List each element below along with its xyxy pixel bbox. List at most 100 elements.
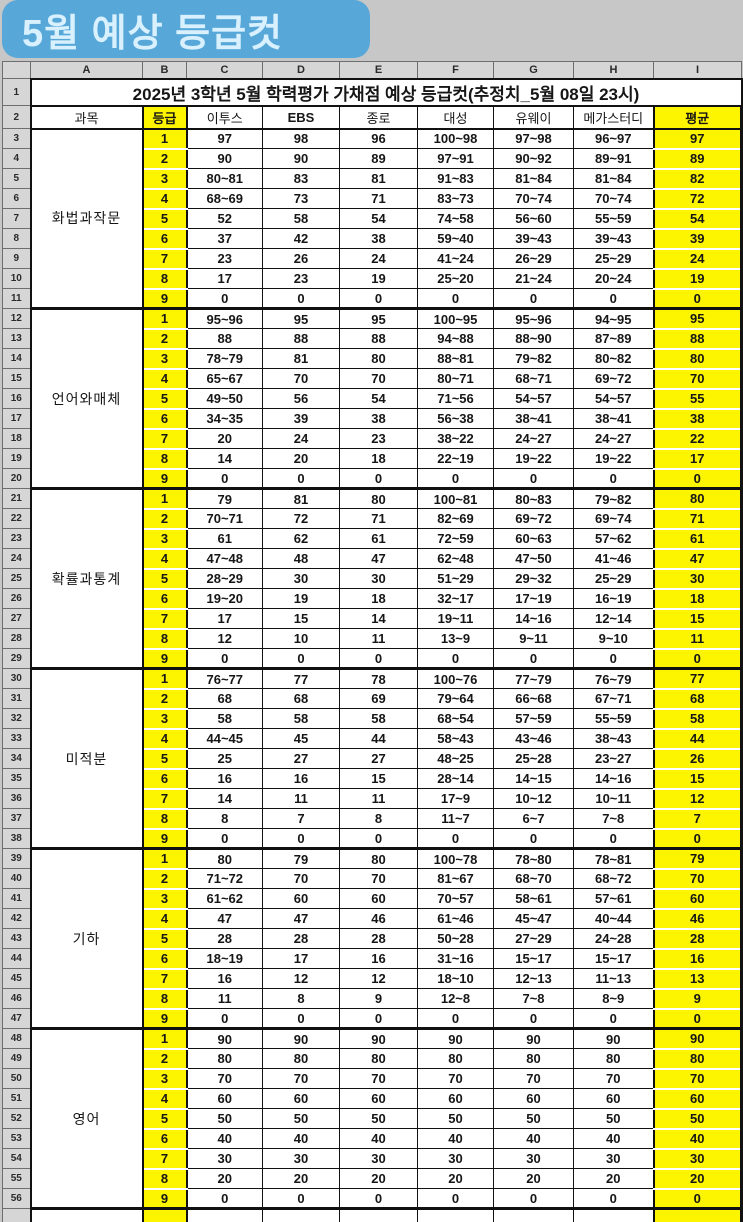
cell-e53[interactable]: 40 xyxy=(339,1128,418,1149)
cell-d32[interactable]: 58 xyxy=(262,708,340,729)
cell-g4[interactable]: 90~92 xyxy=(493,148,574,169)
cell-f29[interactable]: 0 xyxy=(417,648,494,669)
cell-g25[interactable]: 29~32 xyxy=(493,568,574,589)
grade-cell-b7[interactable]: 5 xyxy=(141,207,188,230)
row-header-40[interactable]: 40 xyxy=(2,868,31,889)
subject-cell-language-and-media[interactable]: 언어와매체 xyxy=(29,307,144,490)
cell-h31[interactable]: 67~71 xyxy=(573,688,654,709)
avg-cell-i25[interactable]: 30 xyxy=(652,567,743,590)
cell-e13[interactable]: 88 xyxy=(339,328,418,349)
avg-cell-i56[interactable]: 0 xyxy=(652,1187,743,1210)
row-header-6[interactable]: 6 xyxy=(2,188,31,209)
cell-f41[interactable]: 70~57 xyxy=(417,888,494,909)
row-header-32[interactable]: 32 xyxy=(2,708,31,729)
cell-h35[interactable]: 14~16 xyxy=(573,768,654,789)
avg-cell-i19[interactable]: 17 xyxy=(652,447,743,470)
cell-d22[interactable]: 72 xyxy=(262,508,340,529)
cell-d27[interactable]: 15 xyxy=(262,608,340,629)
cell-partial-5[interactable] xyxy=(573,1207,654,1222)
grade-cell-b53[interactable]: 6 xyxy=(141,1127,188,1150)
cell-d50[interactable]: 70 xyxy=(262,1068,340,1089)
cell-f16[interactable]: 71~56 xyxy=(417,388,494,409)
grade-cell-b11[interactable]: 9 xyxy=(141,287,188,310)
avg-cell-i8[interactable]: 39 xyxy=(652,227,743,250)
grade-cell-b18[interactable]: 7 xyxy=(141,427,188,450)
cell-h56[interactable]: 0 xyxy=(573,1188,654,1209)
cell-c30[interactable]: 76~77 xyxy=(186,667,263,689)
row-header-48[interactable]: 48 xyxy=(2,1028,31,1049)
cell-f51[interactable]: 60 xyxy=(417,1088,494,1109)
cell-h12[interactable]: 94~95 xyxy=(573,307,654,329)
cell-c22[interactable]: 70~71 xyxy=(186,508,263,529)
header-average[interactable]: 평균 xyxy=(652,104,743,130)
cell-g17[interactable]: 38~41 xyxy=(493,408,574,429)
cell-e39[interactable]: 80 xyxy=(339,847,418,869)
cell-f39[interactable]: 100~78 xyxy=(417,847,494,869)
row-header-13[interactable]: 13 xyxy=(2,328,31,349)
avg-cell-i31[interactable]: 68 xyxy=(652,687,743,710)
row-header-42[interactable]: 42 xyxy=(2,908,31,929)
cell-h24[interactable]: 41~46 xyxy=(573,548,654,569)
grade-cell-b47[interactable]: 9 xyxy=(141,1007,188,1030)
grade-cell-b43[interactable]: 5 xyxy=(141,927,188,950)
cell-e46[interactable]: 9 xyxy=(339,988,418,1009)
cell-d11[interactable]: 0 xyxy=(262,288,340,309)
cell-e24[interactable]: 47 xyxy=(339,548,418,569)
cell-f8[interactable]: 59~40 xyxy=(417,228,494,249)
cell-d49[interactable]: 80 xyxy=(262,1048,340,1069)
grade-cell-b54[interactable]: 7 xyxy=(141,1147,188,1170)
avg-cell-partial[interactable] xyxy=(652,1207,743,1222)
cell-c50[interactable]: 70 xyxy=(186,1068,263,1089)
cell-f25[interactable]: 51~29 xyxy=(417,568,494,589)
cell-h44[interactable]: 15~17 xyxy=(573,948,654,969)
cell-d16[interactable]: 56 xyxy=(262,388,340,409)
grade-cell-b27[interactable]: 7 xyxy=(141,607,188,630)
cell-f35[interactable]: 28~14 xyxy=(417,768,494,789)
cell-partial-3[interactable] xyxy=(417,1207,494,1222)
cell-e30[interactable]: 78 xyxy=(339,667,418,689)
cell-e50[interactable]: 70 xyxy=(339,1068,418,1089)
cell-c23[interactable]: 61 xyxy=(186,528,263,549)
cell-f10[interactable]: 25~20 xyxy=(417,268,494,289)
cell-h20[interactable]: 0 xyxy=(573,468,654,489)
cell-d42[interactable]: 47 xyxy=(262,908,340,929)
avg-cell-i53[interactable]: 40 xyxy=(652,1127,743,1150)
cell-c11[interactable]: 0 xyxy=(186,288,263,309)
grade-cell-b48[interactable]: 1 xyxy=(141,1027,188,1050)
grade-cell-b19[interactable]: 8 xyxy=(141,447,188,470)
avg-cell-i48[interactable]: 90 xyxy=(652,1027,743,1050)
avg-cell-i7[interactable]: 54 xyxy=(652,207,743,230)
cell-d18[interactable]: 24 xyxy=(262,428,340,449)
row-header-56[interactable]: 56 xyxy=(2,1188,31,1209)
cell-g22[interactable]: 69~72 xyxy=(493,508,574,529)
cell-g48[interactable]: 90 xyxy=(493,1027,574,1049)
subject-cell-probability-and-statistics[interactable]: 확률과통계 xyxy=(29,487,144,670)
col-header-i[interactable]: I xyxy=(653,61,742,79)
row-header-52[interactable]: 52 xyxy=(2,1108,31,1129)
cell-e16[interactable]: 54 xyxy=(339,388,418,409)
cell-d36[interactable]: 11 xyxy=(262,788,340,809)
avg-cell-i27[interactable]: 15 xyxy=(652,607,743,630)
cell-c39[interactable]: 80 xyxy=(186,847,263,869)
cell-h30[interactable]: 76~79 xyxy=(573,667,654,689)
cell-e21[interactable]: 80 xyxy=(339,487,418,509)
cell-d23[interactable]: 62 xyxy=(262,528,340,549)
avg-cell-i15[interactable]: 70 xyxy=(652,367,743,390)
subject-cell-partial[interactable] xyxy=(29,1207,144,1222)
cell-f14[interactable]: 88~81 xyxy=(417,348,494,369)
cell-c27[interactable]: 17 xyxy=(186,608,263,629)
row-header-5[interactable]: 5 xyxy=(2,168,31,189)
avg-cell-i46[interactable]: 9 xyxy=(652,987,743,1010)
cell-g34[interactable]: 25~28 xyxy=(493,748,574,769)
cell-g53[interactable]: 40 xyxy=(493,1128,574,1149)
cell-g29[interactable]: 0 xyxy=(493,648,574,669)
avg-cell-i17[interactable]: 38 xyxy=(652,407,743,430)
cell-f42[interactable]: 61~46 xyxy=(417,908,494,929)
cell-partial-1[interactable] xyxy=(262,1207,340,1222)
cell-h16[interactable]: 54~57 xyxy=(573,388,654,409)
cell-c19[interactable]: 14 xyxy=(186,448,263,469)
cell-g51[interactable]: 60 xyxy=(493,1088,574,1109)
grade-cell-b49[interactable]: 2 xyxy=(141,1047,188,1070)
avg-cell-i35[interactable]: 15 xyxy=(652,767,743,790)
row-header-30[interactable]: 30 xyxy=(2,668,31,689)
